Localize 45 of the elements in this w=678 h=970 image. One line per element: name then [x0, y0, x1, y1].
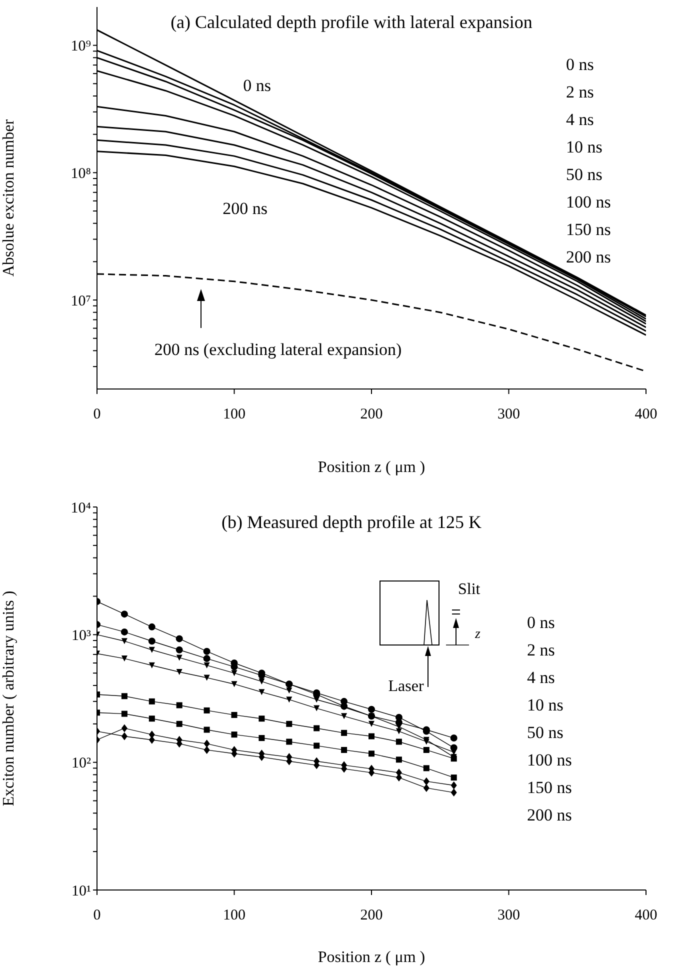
- annotation: 200 ns: [222, 199, 268, 218]
- y-tick-label: 10⁴: [70, 500, 91, 516]
- annotation: 200 ns: [527, 806, 572, 824]
- annotation: 0 ns: [243, 76, 271, 95]
- x-tick-label: 400: [634, 908, 658, 924]
- x-tick-label: 0: [93, 908, 101, 924]
- x-tick-label: 200: [360, 406, 383, 423]
- x-tick-label: 200: [360, 908, 383, 924]
- annotation: Laser: [388, 678, 424, 695]
- annotation: 50 ns: [527, 723, 564, 742]
- annotation: 2 ns: [566, 82, 594, 102]
- annotation: 2 ns: [527, 640, 555, 660]
- annotation: 150 ns: [527, 778, 572, 797]
- y-tick-label: 10²: [72, 756, 92, 772]
- y-tick-label: 10³: [72, 628, 92, 644]
- chart-title: (a) Calculated depth profile with lateral expansion: [170, 12, 532, 32]
- y-tick-label: 10¹: [72, 883, 91, 900]
- x-tick-label: 100: [223, 908, 246, 924]
- y-tick-label: 10⁸: [70, 166, 91, 182]
- x-tick-label: 300: [498, 908, 520, 924]
- annotation: 4 ns: [527, 668, 555, 687]
- x-tick-label: 300: [498, 406, 520, 423]
- annotation: 10 ns: [566, 138, 602, 156]
- annotation: 200 ns: [566, 248, 611, 266]
- y-tick-label: 10⁷: [70, 293, 91, 310]
- annotation: 100 ns: [566, 192, 611, 212]
- annotation: 4 ns: [566, 110, 594, 129]
- annotation: 100 ns: [527, 750, 572, 770]
- y-axis-title: Exciton number ( arbitrary units ): [0, 590, 18, 806]
- annotation: 0 ns: [527, 613, 555, 632]
- annotation: 200 ns (excluding lateral expansion): [154, 340, 402, 359]
- annotation: 150 ns: [566, 220, 611, 239]
- x-tick-label: 400: [634, 406, 658, 423]
- annotation: Slit: [458, 581, 481, 598]
- annotation: 50 ns: [566, 165, 602, 184]
- x-axis-title: Position z ( μm ): [318, 949, 426, 966]
- chart-title: (b) Measured depth profile at 125 K: [222, 512, 482, 532]
- y-axis-title: Absolue exciton number: [0, 118, 18, 277]
- annotation: z: [474, 627, 481, 642]
- x-tick-label: 100: [223, 406, 246, 423]
- x-axis-title: Position z ( μm ): [318, 459, 426, 476]
- y-tick-label: 10⁹: [70, 38, 91, 55]
- x-tick-label: 0: [93, 406, 101, 423]
- annotation: 10 ns: [527, 696, 564, 714]
- annotation: 0 ns: [566, 55, 594, 74]
